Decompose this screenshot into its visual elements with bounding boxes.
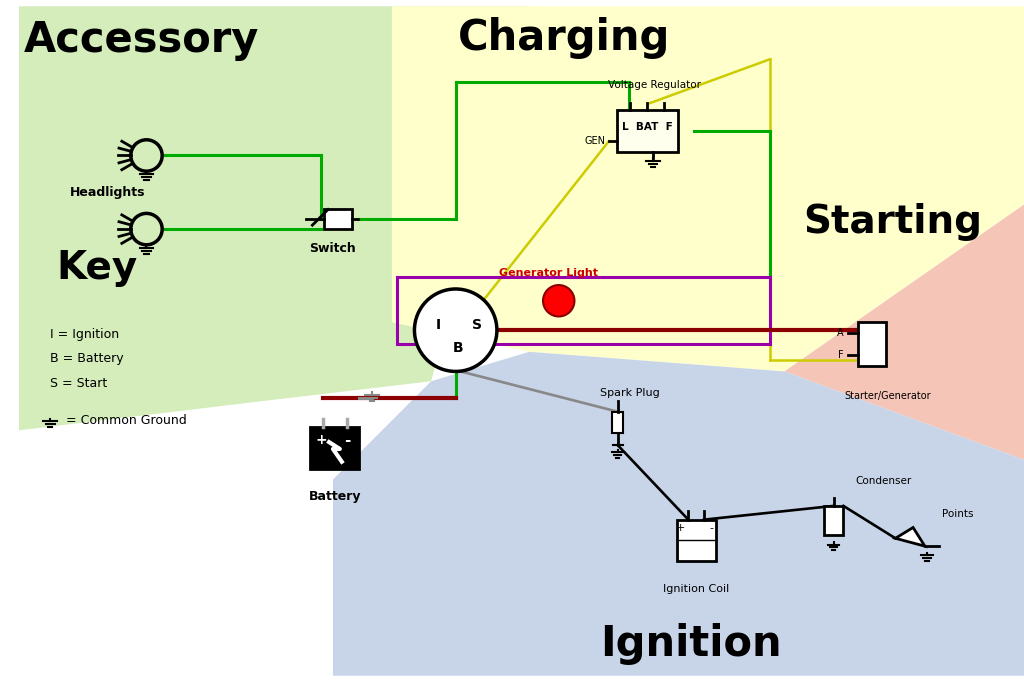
Text: Switch: Switch [309,242,356,255]
Text: Generator Light: Generator Light [500,268,598,278]
Circle shape [415,289,497,372]
Text: Headlights: Headlights [70,186,145,199]
Bar [310,428,359,469]
Polygon shape [784,205,1024,460]
Text: Key: Key [56,250,138,287]
Text: GEN: GEN [585,136,605,146]
Text: B: B [453,341,463,355]
Text: +: + [676,524,685,533]
Text: Points: Points [941,509,973,519]
Text: Ignition Coil: Ignition Coil [663,584,729,594]
Bar [612,412,623,433]
Text: B = Battery: B = Battery [50,352,124,365]
Text: Ignition: Ignition [600,623,782,666]
Text: I = Ignition: I = Ignition [50,327,120,340]
Bar [616,110,678,151]
Text: Accessory: Accessory [24,18,259,61]
Bar [677,520,716,561]
Text: Voltage Regulator: Voltage Regulator [608,80,701,90]
Circle shape [543,285,574,316]
Text: A: A [838,328,844,338]
Text: Spark Plug: Spark Plug [599,388,659,398]
Text: L  BAT  F: L BAT F [622,122,673,132]
Polygon shape [895,527,925,546]
Text: S: S [472,318,482,332]
Text: I: I [435,318,440,332]
Text: Condenser: Condenser [855,476,911,486]
Text: Battery: Battery [308,490,361,503]
Bar [325,209,351,229]
Bar [858,323,886,366]
Text: +: + [315,433,328,447]
Text: -: - [344,432,350,447]
Text: Starting: Starting [803,203,982,241]
Text: -: - [710,524,714,533]
Polygon shape [392,6,1024,372]
Text: F: F [838,350,843,359]
Text: S = Start: S = Start [50,376,108,389]
Polygon shape [333,352,1024,676]
Bar [396,277,770,344]
Text: Charging: Charging [458,16,670,59]
Text: = Common Ground: = Common Ground [66,414,186,427]
Text: Starter/Generator: Starter/Generator [844,391,931,401]
Polygon shape [18,6,529,430]
Bar [823,506,844,535]
